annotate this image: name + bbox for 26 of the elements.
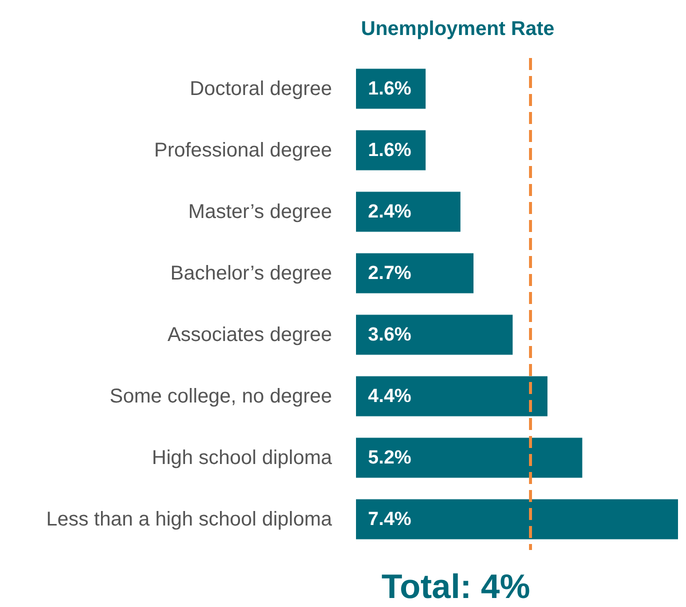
data-label: 4.4% <box>368 386 412 407</box>
ref-line-label: Total: 4% <box>381 568 530 606</box>
data-label: 7.4% <box>368 508 412 530</box>
bar <box>356 499 678 540</box>
y-tick-label: Associates degree <box>167 324 332 346</box>
y-tick-label: Doctoral degree <box>190 78 332 100</box>
y-tick-label: Master’s degree <box>188 200 332 223</box>
data-label: 5.2% <box>368 447 412 468</box>
bar <box>356 376 548 416</box>
y-tick-label: Less than a high school diploma <box>46 508 333 530</box>
y-tick-label: Professional degree <box>154 139 332 162</box>
y-tick-label: Bachelor’s degree <box>170 262 332 284</box>
bar <box>356 68 426 109</box>
bar <box>356 253 474 294</box>
data-label: 2.7% <box>368 262 412 284</box>
bar <box>356 130 426 170</box>
data-label: 1.6% <box>368 78 412 100</box>
y-tick-label: Some college, no degree <box>110 385 332 408</box>
bar <box>356 192 460 232</box>
chart-title: Unemployment Rate <box>361 18 554 40</box>
data-label: 3.6% <box>368 324 412 346</box>
y-tick-label: High school diploma <box>152 446 333 469</box>
data-label: 1.6% <box>368 140 412 161</box>
bar <box>356 438 582 478</box>
bar <box>356 314 513 355</box>
data-label: 2.4% <box>368 201 412 222</box>
